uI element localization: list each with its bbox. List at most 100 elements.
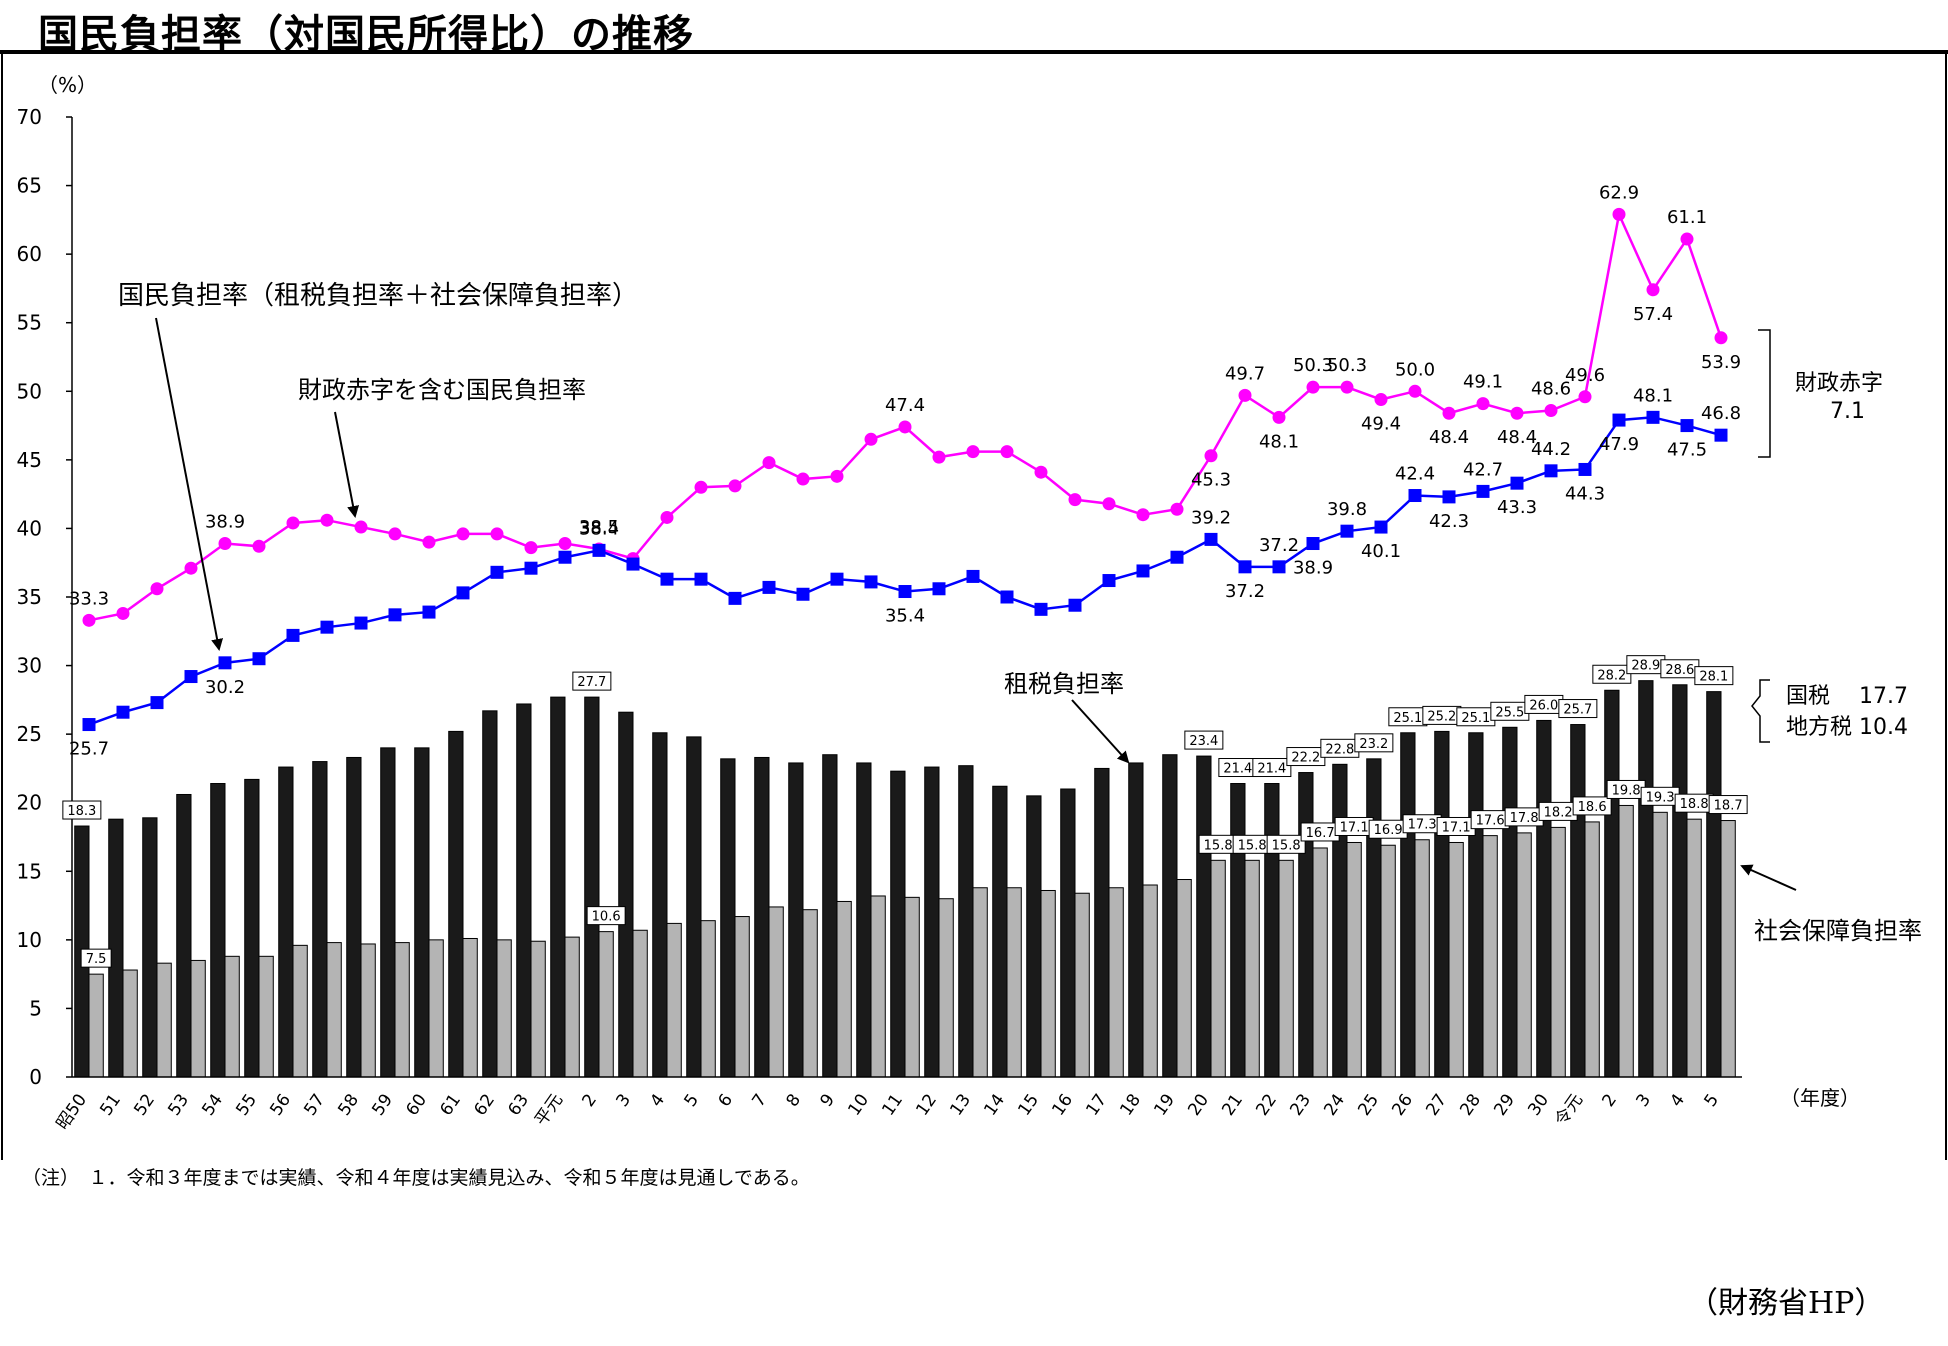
burden-data-label: 25.7 xyxy=(69,739,109,760)
burden-point xyxy=(1442,490,1456,504)
tax-data-label: 22.8 xyxy=(1325,742,1354,757)
burden-data-label: 35.4 xyxy=(885,606,925,627)
annotation-tax: 租税負担率 xyxy=(1004,670,1124,698)
tax-data-label: 25.2 xyxy=(1427,709,1456,724)
burden-data-label: 46.8 xyxy=(1701,403,1741,424)
bar-social xyxy=(1244,859,1260,1078)
y-axis-unit: （%） xyxy=(38,73,97,97)
burden-point xyxy=(626,557,640,571)
bar-tax xyxy=(1196,755,1212,1078)
deficit-data-label: 48.1 xyxy=(1259,431,1299,452)
x-tick-label: 56 xyxy=(266,1090,295,1119)
x-tick-label: 11 xyxy=(878,1090,907,1119)
bar-tax xyxy=(1128,762,1144,1078)
tax-data-label-box xyxy=(572,671,612,691)
x-tick-label: 3 xyxy=(613,1090,636,1110)
bar-tax xyxy=(1026,795,1042,1078)
bar-tax xyxy=(822,754,838,1078)
bar-social xyxy=(1006,887,1022,1078)
deficit-point xyxy=(1170,502,1184,516)
burden-point xyxy=(1510,476,1524,490)
bar-tax xyxy=(1434,730,1450,1078)
deficit-data-label: 50.3 xyxy=(1293,355,1333,376)
x-tick-label: 5 xyxy=(1701,1090,1724,1110)
x-tick-label: 16 xyxy=(1048,1090,1077,1119)
social-data-label: 18.6 xyxy=(1578,800,1607,815)
burden-data-label: 48.1 xyxy=(1633,385,1673,406)
social-data-label: 16.7 xyxy=(1306,826,1335,841)
footnote: （注） １．令和３年度までは実績、令和４年度は実績見込み、令和５年度は見通しであ… xyxy=(22,1167,810,1189)
burden-point xyxy=(932,582,946,596)
deficit-point xyxy=(1068,493,1082,507)
deficit-point xyxy=(388,527,402,541)
bar-tax xyxy=(482,710,498,1078)
bar-tax xyxy=(652,732,668,1078)
bar-social xyxy=(88,973,104,1078)
deficit-data-label: 49.4 xyxy=(1361,414,1401,435)
bar-social xyxy=(496,939,512,1078)
bracket-national-tax: 国税 17.7 xyxy=(1786,684,1908,709)
tax-data-label-box xyxy=(1252,758,1292,778)
x-tick-label: 22 xyxy=(1252,1090,1281,1119)
x-tick-label: 51 xyxy=(96,1090,125,1119)
x-tick-label: 20 xyxy=(1184,1090,1213,1119)
bar-tax xyxy=(1094,767,1110,1078)
bar-social xyxy=(1550,826,1566,1078)
bar-tax xyxy=(550,696,566,1078)
deficit-point xyxy=(252,539,266,553)
burden-data-label: 38.9 xyxy=(1293,558,1333,579)
x-tick-label: 57 xyxy=(300,1090,329,1119)
annotation-burden: 国民負担率（租税負担率＋社会保障負担率） xyxy=(118,281,638,311)
x-tick-label: 58 xyxy=(334,1090,363,1119)
burden-point xyxy=(864,575,878,589)
social-data-label: 18.2 xyxy=(1544,805,1573,820)
burden-point xyxy=(1000,590,1014,604)
burden-point xyxy=(490,565,504,579)
x-tick-label: 27 xyxy=(1422,1090,1451,1119)
bar-social xyxy=(938,898,954,1078)
tax-data-label: 26.0 xyxy=(1529,698,1558,713)
tax-data-label: 22.2 xyxy=(1291,751,1320,766)
x-tick-label: 18 xyxy=(1116,1090,1145,1119)
bar-social xyxy=(1108,887,1124,1078)
burden-data-label: 47.9 xyxy=(1599,434,1639,455)
tax-data-label: 25.1 xyxy=(1461,711,1490,726)
deficit-data-label: 48.6 xyxy=(1531,378,1571,399)
bar-tax xyxy=(448,730,464,1078)
bar-tax xyxy=(788,762,804,1078)
x-axis-unit: （年度） xyxy=(1780,1086,1860,1110)
bar-social xyxy=(1142,884,1158,1078)
y-tick-label: 45 xyxy=(17,448,42,472)
x-tick-label: 54 xyxy=(198,1090,227,1119)
x-tick-label: 60 xyxy=(402,1090,431,1119)
deficit-data-label: 48.4 xyxy=(1497,427,1537,448)
y-tick-label: 20 xyxy=(17,791,42,815)
bar-social xyxy=(1516,832,1532,1078)
bar-tax xyxy=(346,756,362,1078)
bracket-local-tax: 地方税 10.4 xyxy=(1786,715,1908,740)
social-data-label: 19.3 xyxy=(1646,790,1675,805)
bar-social xyxy=(1278,859,1294,1078)
bar-social xyxy=(360,943,376,1078)
burden-point xyxy=(1680,419,1694,433)
burden-point xyxy=(286,628,300,642)
deficit-point xyxy=(524,541,538,555)
burden-data-label: 37.2 xyxy=(1259,535,1299,556)
tax-data-label-box xyxy=(1558,699,1598,719)
x-tick-label: 25 xyxy=(1354,1090,1383,1119)
bar-tax xyxy=(1604,689,1620,1078)
bar-tax xyxy=(1570,724,1586,1078)
burden-point xyxy=(1646,410,1660,424)
bar-social xyxy=(1346,841,1362,1078)
burden-point xyxy=(558,550,572,564)
bar-social xyxy=(462,937,478,1078)
y-tick-label: 50 xyxy=(17,379,42,403)
burden-point xyxy=(898,585,912,599)
burden-point xyxy=(1714,428,1728,442)
deficit-point xyxy=(558,537,572,551)
social-data-label: 17.8 xyxy=(1510,811,1539,826)
x-tick-label: 昭50 xyxy=(53,1090,92,1133)
deficit-point xyxy=(354,520,368,534)
burden-point xyxy=(1544,464,1558,478)
